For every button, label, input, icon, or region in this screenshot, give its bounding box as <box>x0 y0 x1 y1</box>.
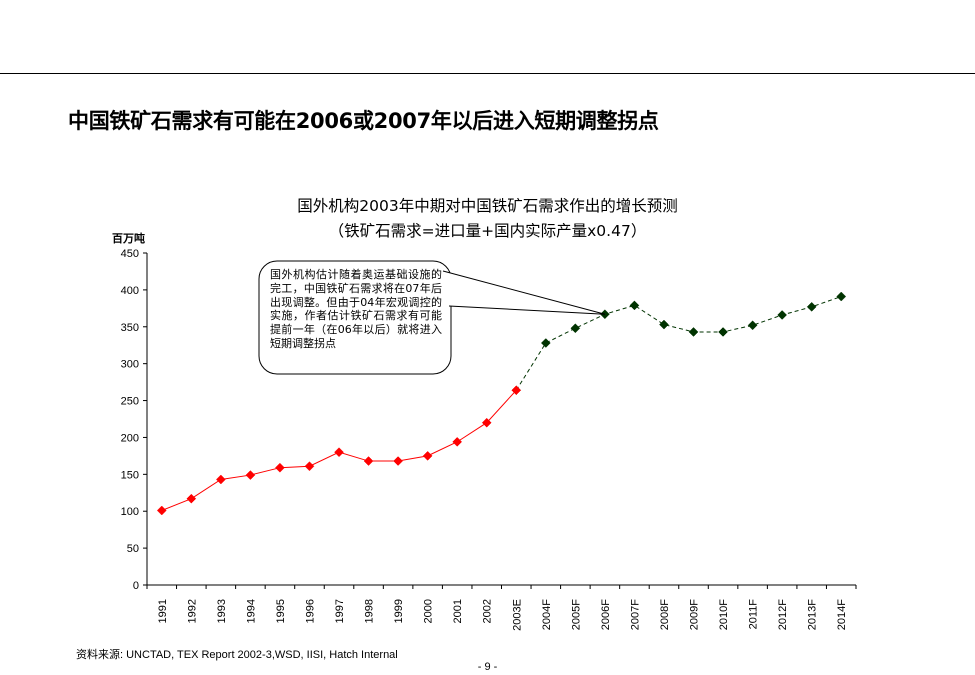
callout-text: 国外机构估计随着奥运基础设施的完工，中国铁矿石需求将在07年后出现调整。但由于0… <box>270 268 442 350</box>
x-tick-label: 2011F <box>748 599 760 630</box>
y-tick-label: 150 <box>121 469 139 481</box>
x-tick-label: 2013F <box>807 599 819 630</box>
x-tick-label: 2002 <box>482 599 494 623</box>
historical-data-point <box>245 470 256 480</box>
y-tick-label: 200 <box>121 432 139 444</box>
x-tick-label: 2005F <box>570 599 582 630</box>
historical-data-point <box>186 493 197 504</box>
y-axis-unit-label: 百万吨 <box>112 232 145 245</box>
x-tick-label: 1993 <box>216 599 228 623</box>
forecast-data-point <box>747 320 758 331</box>
historical-data-point <box>275 462 285 473</box>
historical-data-point <box>334 447 344 458</box>
forecast-data-point <box>629 300 640 311</box>
chart-subtitle: （铁矿石需求=进口量+国内实际产量x0.47） <box>328 222 647 240</box>
historical-data-point <box>452 437 463 447</box>
x-tick-label: 2008F <box>659 599 671 630</box>
chart-title: 国外机构2003年中期对中国铁矿石需求作出的增长预测 <box>297 197 678 215</box>
historical-data-point <box>422 451 433 461</box>
x-tick-label: 2014F <box>836 599 848 630</box>
x-tick-label: 1997 <box>334 599 346 623</box>
y-tick-label: 0 <box>133 580 139 592</box>
y-tick-label: 50 <box>127 543 139 555</box>
historical-data-point <box>304 461 315 472</box>
x-tick-label: 2007F <box>629 599 641 630</box>
x-tick-label: 2004F <box>541 599 553 630</box>
historical-data-point <box>363 456 374 466</box>
x-tick-label: 1999 <box>393 599 405 623</box>
x-tick-label: 2006F <box>600 599 612 630</box>
historical-data-point <box>393 456 403 466</box>
x-tick-label: 2010F <box>718 599 730 630</box>
y-tick-label: 350 <box>121 322 139 334</box>
forecast-data-point <box>540 338 551 348</box>
x-tick-label: 2001 <box>452 599 464 623</box>
historical-data-point <box>216 474 226 485</box>
x-tick-label: 1994 <box>245 599 257 623</box>
callout-box <box>258 260 452 375</box>
forecast-data-point <box>570 323 581 334</box>
top-rule <box>0 73 975 74</box>
historical-data-point <box>481 417 492 428</box>
x-tick-label: 1996 <box>304 599 316 623</box>
x-tick-label: 1998 <box>364 599 376 623</box>
y-tick-label: 300 <box>121 359 139 371</box>
y-tick-label: 100 <box>121 506 139 518</box>
y-tick-label: 250 <box>121 396 139 408</box>
callout-pointer-edge <box>442 270 606 315</box>
page-title: 中国铁矿石需求有可能在2006或2007年以后进入短期调整拐点 <box>68 109 659 133</box>
source-note: 资料来源: UNCTAD, TEX Report 2002-3,WSD, IIS… <box>76 649 398 661</box>
forecast-data-point <box>806 302 817 312</box>
callout-pointer-edge <box>448 305 605 315</box>
callout-shape <box>258 260 606 375</box>
historical-data-point <box>156 505 167 516</box>
forecast-data-point <box>836 291 847 302</box>
x-tick-label: 2009F <box>689 599 701 630</box>
y-tick-label: 400 <box>121 285 139 297</box>
x-tick-label: 1995 <box>275 599 287 623</box>
y-tick-label: 450 <box>121 248 139 260</box>
historical-data-point <box>511 385 522 396</box>
x-tick-label: 1992 <box>186 599 198 623</box>
chart-markers <box>156 291 847 516</box>
forecast-data-point <box>688 327 699 337</box>
x-tick-label: 2000 <box>423 599 435 623</box>
forecast-data-point <box>659 319 669 330</box>
forecast-data-point <box>718 327 728 337</box>
page-number: - 9 - <box>477 661 498 673</box>
x-tick-label: 2012F <box>777 599 789 630</box>
x-tick-label: 2003E <box>511 599 523 631</box>
forecast-data-point <box>777 310 787 320</box>
x-tick-label: 1991 <box>157 599 169 623</box>
chart-axes: 0 50 100 150 200 250 300 350 400 450 1991 1992 1993 1… <box>121 248 857 631</box>
